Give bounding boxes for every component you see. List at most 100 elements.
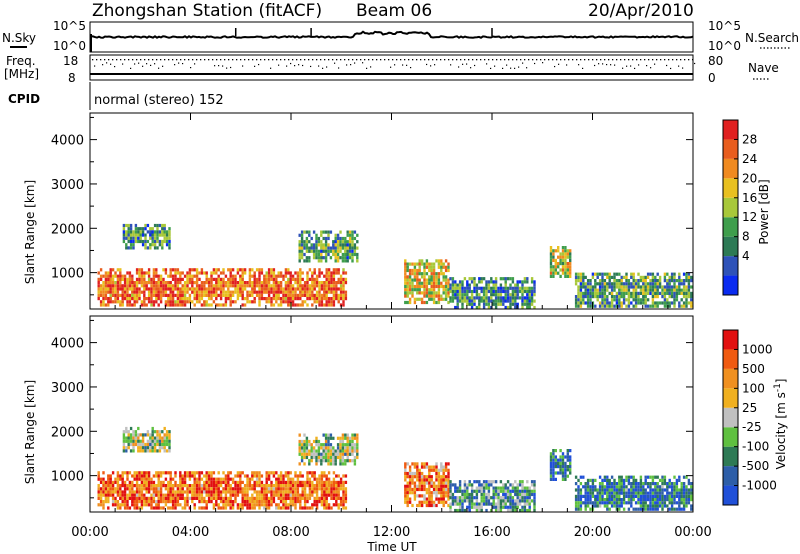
echo-cell bbox=[680, 485, 683, 489]
echo-cell bbox=[594, 504, 597, 508]
echo-cell bbox=[169, 281, 172, 285]
echo-cell bbox=[171, 290, 175, 294]
echo-cell bbox=[663, 475, 667, 479]
echo-cell bbox=[301, 303, 304, 307]
echo-cell bbox=[528, 502, 531, 506]
echo-cell bbox=[435, 462, 438, 466]
echo-cell bbox=[332, 462, 335, 466]
echo-cell bbox=[482, 496, 486, 500]
echo-cell bbox=[296, 281, 300, 285]
echo-cell bbox=[122, 442, 126, 447]
echo-cell bbox=[248, 506, 252, 510]
echo-cell bbox=[258, 490, 261, 494]
echo-cell bbox=[658, 279, 662, 283]
echo-cell bbox=[181, 474, 184, 478]
echo-cell bbox=[116, 290, 120, 294]
echo-cell bbox=[217, 274, 220, 278]
echo-cell bbox=[312, 446, 316, 450]
echo-cell bbox=[145, 284, 148, 288]
echo-cell bbox=[601, 295, 604, 299]
echo-cell bbox=[526, 305, 529, 310]
echo-cell bbox=[416, 484, 419, 488]
echo-cell bbox=[222, 277, 225, 281]
echo-cell bbox=[111, 274, 115, 278]
echo-cell bbox=[613, 498, 616, 502]
echo-cell bbox=[111, 493, 115, 497]
echo-cell bbox=[618, 498, 621, 502]
echo-cell bbox=[217, 303, 220, 307]
echo-cell bbox=[437, 291, 441, 295]
echo-cell bbox=[282, 297, 285, 301]
echo-cell bbox=[169, 484, 172, 488]
echo-cell bbox=[351, 436, 354, 440]
echo-cell bbox=[530, 299, 534, 303]
echo-cell bbox=[622, 282, 626, 286]
echo-cell bbox=[152, 300, 156, 304]
echo-cell bbox=[294, 506, 297, 510]
echo-cell bbox=[279, 477, 283, 481]
nave-dot bbox=[366, 67, 368, 69]
echo-cell bbox=[603, 295, 607, 299]
echo-cell bbox=[444, 484, 448, 488]
echo-cell bbox=[143, 477, 146, 481]
echo-cell bbox=[642, 291, 645, 295]
echo-cell bbox=[411, 291, 414, 295]
echo-cell bbox=[140, 480, 144, 484]
echo-cell bbox=[521, 486, 524, 490]
echo-cell bbox=[147, 480, 151, 484]
echo-cell bbox=[191, 268, 194, 272]
echo-cell bbox=[294, 293, 297, 297]
echo-cell bbox=[447, 468, 450, 472]
echo-cell bbox=[447, 268, 450, 273]
echo-cell bbox=[618, 279, 621, 283]
echo-cell bbox=[528, 499, 531, 503]
echo-cell bbox=[236, 290, 240, 294]
echo-cell bbox=[102, 297, 105, 301]
echo-cell bbox=[526, 296, 529, 300]
echo-cell bbox=[234, 287, 237, 291]
echo-cell bbox=[123, 493, 127, 497]
echo-cell bbox=[195, 480, 199, 484]
freq-dot bbox=[440, 59, 442, 61]
echo-cell bbox=[682, 504, 686, 508]
nave-dot bbox=[514, 67, 516, 69]
echo-cell bbox=[618, 475, 621, 479]
echo-cell bbox=[661, 507, 664, 511]
echo-cell bbox=[337, 268, 340, 272]
echo-cell bbox=[566, 274, 569, 278]
echo-cell bbox=[200, 268, 204, 272]
echo-cell bbox=[353, 252, 357, 257]
echo-cell bbox=[404, 478, 407, 482]
echo-cell bbox=[353, 243, 357, 247]
echo-cell bbox=[428, 468, 431, 472]
echo-cell bbox=[191, 474, 194, 478]
echo-cell bbox=[458, 508, 462, 513]
echo-cell bbox=[682, 501, 686, 505]
echo-cell bbox=[334, 252, 337, 257]
echo-cell bbox=[613, 485, 616, 489]
colorbar-tick-label: -100 bbox=[742, 440, 769, 454]
echo-cell bbox=[342, 496, 345, 500]
echo-cell bbox=[569, 461, 572, 465]
echo-cell bbox=[566, 474, 569, 478]
echo-cell bbox=[458, 289, 462, 294]
echo-cell bbox=[487, 486, 491, 490]
echo-cell bbox=[97, 290, 100, 294]
colorbar-swatch bbox=[723, 139, 738, 159]
echo-cell bbox=[153, 230, 157, 234]
echo-cell bbox=[577, 507, 580, 511]
echo-cell bbox=[685, 279, 688, 283]
echo-cell bbox=[298, 452, 301, 456]
echo-cell bbox=[279, 480, 283, 484]
echo-cell bbox=[315, 462, 318, 466]
echo-cell bbox=[145, 503, 148, 507]
echo-cell bbox=[549, 465, 553, 469]
echo-cell bbox=[411, 475, 414, 479]
echo-cell bbox=[444, 294, 448, 298]
echo-cell bbox=[143, 271, 146, 275]
freq-dot bbox=[100, 59, 102, 61]
echo-cell bbox=[300, 449, 304, 453]
echo-cell bbox=[440, 294, 443, 298]
echo-cell bbox=[313, 477, 316, 481]
echo-cell bbox=[327, 462, 330, 466]
